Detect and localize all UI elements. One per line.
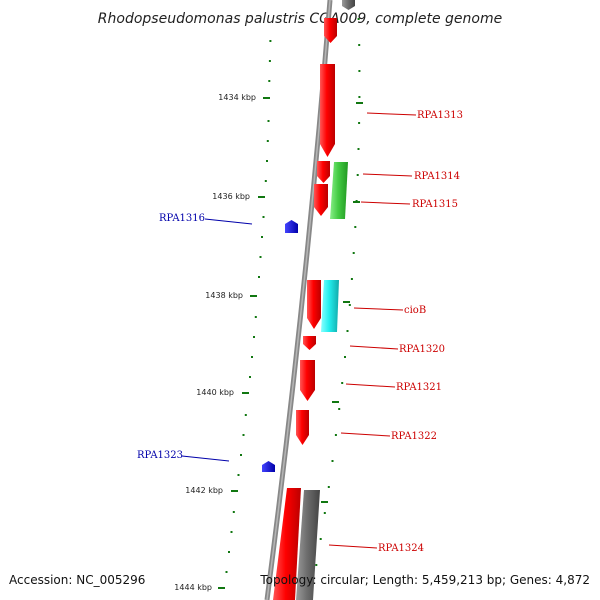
- gene-label[interactable]: RPA1320: [399, 344, 445, 355]
- gene-arrow-rpa1318[interactable]: [303, 336, 316, 350]
- gene-label[interactable]: RPA1324: [378, 543, 424, 554]
- forward-genes: [273, 18, 337, 600]
- accession-text: Accession: NC_005296: [9, 573, 146, 587]
- scale-label: 1442 kbp: [185, 486, 223, 495]
- inner-dotted-ring: [225, 40, 272, 573]
- rna-feature-green[interactable]: [330, 162, 348, 219]
- outer-ring-dashes: [321, 102, 363, 503]
- gene-arrow-rpa1324[interactable]: [273, 488, 301, 600]
- scale-label: 1434 kbp: [218, 93, 256, 102]
- gene-arrow-rpa1312[interactable]: [324, 18, 337, 43]
- gene-label[interactable]: RPA1322: [391, 431, 437, 442]
- gene-block-gray-bottom[interactable]: [296, 490, 320, 600]
- gene-arrow-cioa[interactable]: [300, 360, 315, 401]
- label-leader-lines: [181, 112, 417, 549]
- scale-label: 1440 kbp: [196, 388, 234, 397]
- scale-label: 1438 kbp: [205, 291, 243, 300]
- scale-tick-marks: [218, 97, 270, 589]
- gene-label[interactable]: RPA1316: [159, 213, 205, 224]
- gene-label[interactable]: RPA1321: [396, 382, 442, 393]
- map-title: Rhodopseudomonas palustris CGA009, compl…: [98, 11, 502, 27]
- misc-feature-cyan[interactable]: [321, 280, 339, 332]
- gene-arrow-rpa1317[interactable]: [307, 280, 321, 329]
- gene-arrow-rpa1314[interactable]: [317, 161, 330, 183]
- gene-arrow-rpa1322[interactable]: [296, 410, 309, 445]
- scale-label: 1436 kbp: [212, 192, 250, 201]
- repeat-marker-rpa1323[interactable]: [262, 461, 275, 472]
- genome-stats-text: Topology: circular; Length: 5,459,213 bp…: [260, 573, 590, 587]
- gene-label[interactable]: RPA1323: [137, 450, 183, 461]
- gene-arrow-rpa1313[interactable]: [320, 64, 335, 157]
- gene-label[interactable]: RPA1313: [417, 110, 463, 121]
- gene-block-gray-top[interactable]: [342, 0, 355, 10]
- repeat-marker-rpa1316[interactable]: [285, 220, 298, 233]
- gene-arrow-rpa1315[interactable]: [314, 184, 328, 216]
- gene-label[interactable]: RPA1314: [414, 171, 460, 182]
- scale-label: 1444 kbp: [174, 583, 212, 592]
- gene-label[interactable]: cioB: [404, 305, 426, 316]
- gene-label[interactable]: RPA1315: [412, 199, 458, 210]
